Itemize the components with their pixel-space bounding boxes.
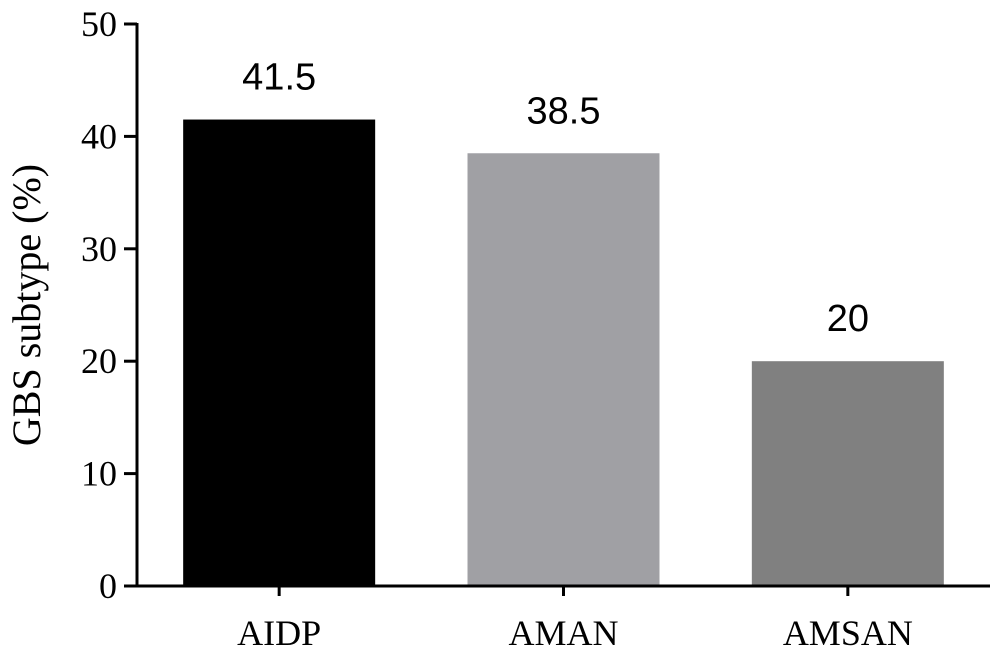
bar-aman xyxy=(467,153,660,586)
bars-group xyxy=(183,119,944,586)
value-label-aman: 38.5 xyxy=(527,90,601,132)
value-labels-group: 41.5 38.5 20 xyxy=(242,57,869,341)
bar-amsan xyxy=(751,361,944,586)
bar-aidp xyxy=(183,119,376,586)
x-axis: AIDP AMAN AMSAN xyxy=(135,584,990,653)
y-axis-title: GBS subtype (%) xyxy=(4,164,49,446)
value-label-amsan: 20 xyxy=(827,298,869,340)
y-tick-label-20: 20 xyxy=(81,341,117,381)
y-tick-label-30: 30 xyxy=(81,229,117,269)
y-tick-label-0: 0 xyxy=(99,566,117,606)
y-tick-label-10: 10 xyxy=(81,454,117,494)
y-tick-label-50: 50 xyxy=(81,4,117,44)
x-tick-label-amsan: AMSAN xyxy=(783,613,913,653)
y-axis: 0 10 20 30 40 50 xyxy=(81,4,139,606)
value-label-aidp: 41.5 xyxy=(242,57,316,99)
x-tick-label-aman: AMAN xyxy=(508,613,618,653)
y-tick-label-40: 40 xyxy=(81,116,117,156)
x-tick-label-aidp: AIDP xyxy=(237,613,321,653)
